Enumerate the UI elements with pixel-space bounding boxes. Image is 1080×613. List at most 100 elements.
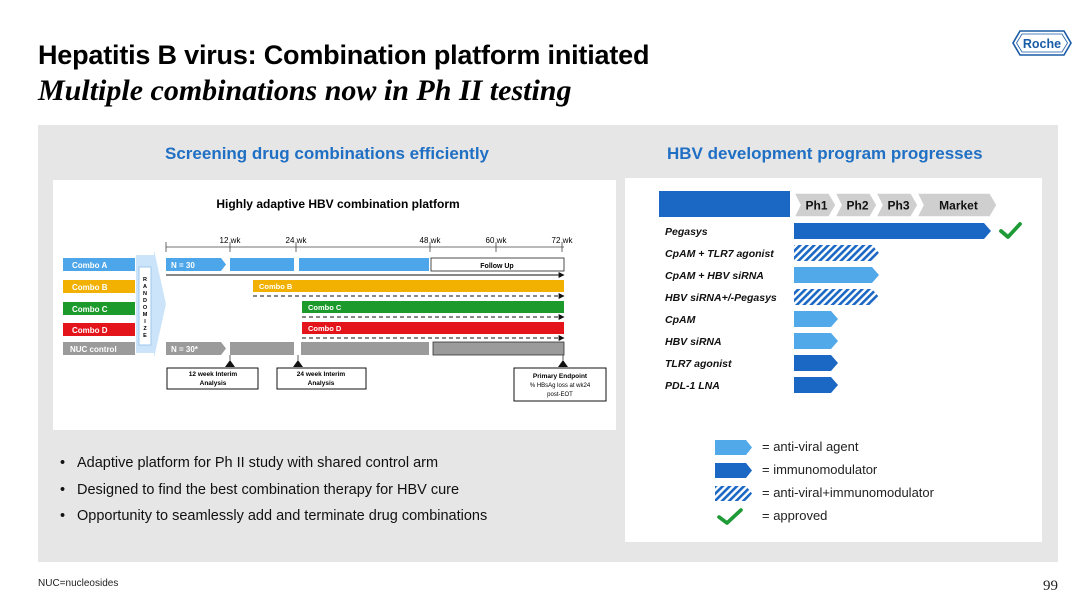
svg-text:D: D	[143, 298, 147, 304]
svg-text:N: N	[143, 291, 147, 297]
milestone-marker-24wk	[293, 360, 303, 367]
combo-c-bar	[302, 301, 564, 313]
page-number: 99	[1043, 578, 1058, 594]
svg-text:% HBsAg loss at wk24: % HBsAg loss at wk24	[530, 383, 591, 389]
drug-label: Pegasys	[665, 226, 708, 238]
hatched-arrow-icon	[715, 485, 753, 502]
arm-label-combo-a: Combo A	[63, 258, 135, 271]
dark-arrow-icon	[715, 462, 753, 479]
n-control-label: N = 30*	[171, 345, 199, 354]
footnote: NUC=nucleosides	[38, 578, 119, 589]
svg-text:Primary Endpoint: Primary Endpoint	[533, 373, 588, 380]
slide-title: Hepatitis B virus: Combination platform …	[38, 40, 650, 70]
week-label: 72 wk	[552, 236, 574, 245]
milestone-12wk-box: 12 week Interim Analysis	[166, 367, 259, 390]
logo-text: Roche	[1023, 37, 1061, 51]
svg-text:post-EOT: post-EOT	[547, 392, 573, 398]
pipeline-bar	[794, 289, 879, 305]
pipeline-bar	[794, 333, 838, 349]
combo-b-label: Combo B	[259, 282, 293, 291]
week-tick: 48 wk	[420, 236, 442, 252]
combo-c-label: Combo C	[308, 303, 342, 312]
n-control-arrow	[166, 342, 226, 355]
svg-text:Combo D: Combo D	[72, 326, 108, 335]
svg-text:Analysis: Analysis	[200, 380, 227, 387]
pipeline-chart: Ph1 Ph2 Ph3 Market Pegasys CpAM + TLR7 agoni…	[659, 191, 1022, 393]
pipeline-bar	[794, 267, 879, 283]
follow-up-label: Follow Up	[480, 263, 513, 270]
svg-text:O: O	[143, 305, 148, 311]
bullet-item: Designed to find the best combination th…	[58, 482, 487, 509]
phase-chevron	[874, 192, 919, 218]
arm-label-combo-b: Combo B	[63, 280, 135, 293]
svg-text:Combo A: Combo A	[72, 261, 107, 270]
follow-up-box	[430, 257, 565, 272]
svg-text:Analysis: Analysis	[308, 380, 335, 387]
svg-text:NUC control: NUC control	[70, 345, 117, 354]
week-label: 24 wk	[286, 236, 308, 245]
combo-a-bar-1	[230, 258, 294, 271]
legend-label: = anti-viral agent	[762, 439, 859, 454]
svg-text:I: I	[144, 319, 146, 325]
combo-d-bar	[302, 322, 564, 334]
n-combo-label: N = 30	[171, 261, 195, 270]
milestone-24wk-box: 24 week Interim Analysis	[276, 367, 367, 390]
n-combo-arrow	[166, 258, 226, 271]
svg-text:24 week Interim: 24 week Interim	[297, 371, 346, 378]
right-section-heading: HBV development program progresses	[667, 144, 983, 163]
phase-label: Ph1	[805, 199, 827, 213]
phase-chevron	[792, 192, 837, 218]
phase-chevron	[833, 192, 878, 218]
legend-label: = anti-viral+immunomodulator	[762, 485, 934, 500]
left-section-heading: Screening drug combinations efficiently	[165, 144, 489, 163]
week-label: 48 wk	[420, 236, 442, 245]
arm-label-combo-c: Combo C	[63, 302, 135, 315]
week-label: 60 wk	[486, 236, 508, 245]
combination-platform-diagram: Highly adaptive HBV combination platform…	[63, 197, 607, 402]
randomize-label: R A N D O M I Z E	[143, 277, 148, 339]
week-tick: 24 wk	[286, 236, 308, 252]
pipeline-bar	[794, 377, 838, 393]
approved-check-icon	[999, 222, 1022, 239]
legend-label: = immunomodulator	[762, 462, 878, 477]
milestone-marker-endpoint	[558, 360, 568, 367]
drug-label: HBV siRNA+/-Pegasys	[665, 292, 777, 304]
nuc-bar-1	[230, 342, 294, 355]
drug-label: TLR7 agonist	[665, 358, 732, 370]
svg-text:Z: Z	[143, 326, 147, 332]
pipeline-header-bar	[659, 191, 790, 217]
week-label: 12 wk	[220, 236, 242, 245]
combo-a-bar-2	[299, 258, 429, 271]
week-tick: 72 wk	[552, 236, 574, 252]
week-tick: 12 wk	[220, 236, 242, 252]
randomize-box	[138, 266, 152, 346]
combo-b-bar	[253, 280, 564, 292]
svg-text:M: M	[143, 312, 148, 318]
svg-text:Combo C: Combo C	[72, 305, 108, 314]
phase-label: Market	[939, 199, 978, 213]
bullet-list: Adaptive platform for Ph II study with s…	[58, 455, 487, 535]
pipeline-bar	[794, 223, 991, 239]
drug-label: CpAM	[665, 314, 696, 326]
phase-label: Ph2	[846, 199, 868, 213]
svg-text:Combo B: Combo B	[72, 283, 108, 292]
milestone-marker-12wk	[225, 360, 235, 367]
drug-label: PDL-1 LNA	[665, 380, 720, 392]
light-arrow-icon	[715, 439, 753, 456]
bullet-item: Opportunity to seamlessly add and termin…	[58, 508, 487, 535]
arm-label-nuc-control: NUC control	[63, 342, 135, 355]
svg-text:A: A	[143, 284, 147, 290]
phase-label: Ph3	[887, 199, 909, 213]
drug-label: CpAM + TLR7 agonist	[665, 248, 774, 260]
pipeline-bar	[794, 245, 879, 261]
svg-text:12 week Interim: 12 week Interim	[189, 371, 238, 378]
svg-text:E: E	[143, 333, 147, 339]
week-tick: 60 wk	[486, 236, 508, 252]
nuc-bar-2	[301, 342, 429, 355]
legend-label: = approved	[762, 508, 828, 523]
drug-label: HBV siRNA	[665, 336, 722, 348]
svg-text:R: R	[143, 277, 147, 283]
check-icon	[715, 508, 753, 525]
bullet-item: Adaptive platform for Ph II study with s…	[58, 455, 487, 482]
pipeline-bar	[794, 311, 838, 327]
